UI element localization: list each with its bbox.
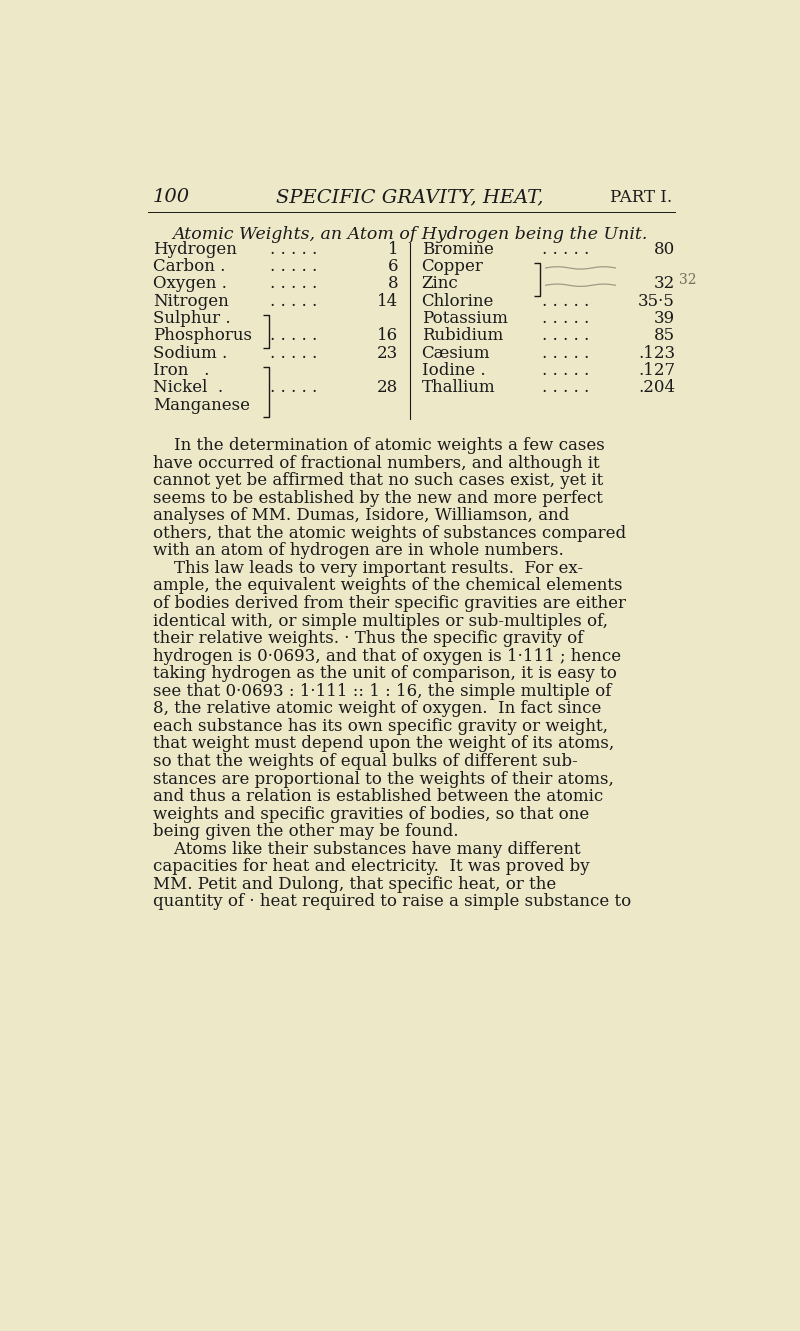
Text: . . . . .: . . . . . — [542, 327, 589, 345]
Text: Phosphorus: Phosphorus — [153, 327, 252, 345]
Text: SPECIFIC GRAVITY, HEAT,: SPECIFIC GRAVITY, HEAT, — [276, 188, 544, 206]
Text: 80: 80 — [654, 241, 675, 258]
Text: hydrogen is 0·0693, and that of oxygen is 1·111 ; hence: hydrogen is 0·0693, and that of oxygen i… — [153, 648, 621, 664]
Text: capacities for heat and electricity.  It was proved by: capacities for heat and electricity. It … — [153, 858, 590, 876]
Text: .204: .204 — [638, 379, 675, 397]
Text: identical with, or simple multiples or sub-multiples of,: identical with, or simple multiples or s… — [153, 612, 608, 630]
Text: . . . . .: . . . . . — [270, 293, 318, 310]
Text: 32: 32 — [679, 273, 697, 286]
Text: being given the other may be found.: being given the other may be found. — [153, 824, 458, 840]
Text: 8: 8 — [388, 276, 398, 293]
Text: . . . . .: . . . . . — [270, 345, 318, 362]
Text: of bodies derived from their specific gravities are either: of bodies derived from their specific gr… — [153, 595, 626, 612]
Text: 100: 100 — [153, 188, 190, 206]
Text: PART I.: PART I. — [610, 189, 672, 206]
Text: see that 0·0693 : 1·111 :: 1 : 16, the simple multiple of: see that 0·0693 : 1·111 :: 1 : 16, the s… — [153, 683, 611, 700]
Text: 8, the relative atomic weight of oxygen.  In fact since: 8, the relative atomic weight of oxygen.… — [153, 700, 601, 717]
Text: . . . . .: . . . . . — [270, 379, 318, 397]
Text: Potassium: Potassium — [422, 310, 507, 327]
Text: . . . . .: . . . . . — [542, 310, 589, 327]
Text: . . . . .: . . . . . — [542, 379, 589, 397]
Text: cannot yet be affirmed that no such cases exist, yet it: cannot yet be affirmed that no such case… — [153, 473, 603, 488]
Text: . . . . .: . . . . . — [542, 362, 589, 379]
Text: Sodium .: Sodium . — [153, 345, 227, 362]
Text: 1: 1 — [388, 241, 398, 258]
Text: Nickel  .: Nickel . — [153, 379, 223, 397]
Text: 16: 16 — [378, 327, 398, 345]
Text: 85: 85 — [654, 327, 675, 345]
Text: 32: 32 — [654, 276, 675, 293]
Text: 23: 23 — [377, 345, 398, 362]
Text: . . . . .: . . . . . — [542, 345, 589, 362]
Text: others, that the atomic weights of substances compared: others, that the atomic weights of subst… — [153, 524, 626, 542]
Text: Chlorine: Chlorine — [422, 293, 494, 310]
Text: weights and specific gravities of bodies, so that one: weights and specific gravities of bodies… — [153, 805, 589, 823]
Text: ample, the equivalent weights of the chemical elements: ample, the equivalent weights of the che… — [153, 578, 622, 595]
Text: Cæsium: Cæsium — [422, 345, 490, 362]
Text: that weight must depend upon the weight of its atoms,: that weight must depend upon the weight … — [153, 736, 614, 752]
Text: seems to be established by the new and more perfect: seems to be established by the new and m… — [153, 490, 602, 507]
Text: 28: 28 — [377, 379, 398, 397]
Text: In the determination of atomic weights a few cases: In the determination of atomic weights a… — [153, 437, 605, 454]
Text: Rubidium: Rubidium — [422, 327, 503, 345]
Text: Zinc: Zinc — [422, 276, 458, 293]
Text: This law leads to very important results.  For ex-: This law leads to very important results… — [153, 560, 583, 576]
Text: Atoms like their substances have many different: Atoms like their substances have many di… — [153, 841, 580, 857]
Text: 35·5: 35·5 — [638, 293, 675, 310]
Text: . . . . .: . . . . . — [270, 241, 318, 258]
Text: Hydrogen: Hydrogen — [153, 241, 237, 258]
Text: Thallium: Thallium — [422, 379, 495, 397]
Text: . . . . .: . . . . . — [542, 241, 589, 258]
Text: Copper: Copper — [422, 258, 483, 276]
Text: Iodine .: Iodine . — [422, 362, 486, 379]
Text: their relative weights. · Thus the specific gravity of: their relative weights. · Thus the speci… — [153, 630, 583, 647]
Text: Atomic Weights, an Atom of Hydrogen being the Unit.: Atomic Weights, an Atom of Hydrogen bein… — [172, 226, 648, 244]
Text: . . . . .: . . . . . — [270, 276, 318, 293]
Text: Sulphur .: Sulphur . — [153, 310, 230, 327]
Text: Iron   .: Iron . — [153, 362, 209, 379]
Text: with an atom of hydrogen are in whole numbers.: with an atom of hydrogen are in whole nu… — [153, 542, 563, 559]
Text: 39: 39 — [654, 310, 675, 327]
Text: .127: .127 — [638, 362, 675, 379]
Text: stances are proportional to the weights of their atoms,: stances are proportional to the weights … — [153, 771, 614, 788]
Text: analyses of MM. Dumas, Isidore, Williamson, and: analyses of MM. Dumas, Isidore, Williams… — [153, 507, 569, 524]
Text: quantity of · heat required to raise a simple substance to: quantity of · heat required to raise a s… — [153, 893, 631, 910]
Text: so that the weights of equal bulks of different sub-: so that the weights of equal bulks of di… — [153, 753, 578, 771]
Text: Nitrogen: Nitrogen — [153, 293, 229, 310]
Text: . . . . .: . . . . . — [270, 327, 318, 345]
Text: Carbon .: Carbon . — [153, 258, 225, 276]
Text: Bromine: Bromine — [422, 241, 494, 258]
Text: MM. Petit and Dulong, that specific heat, or the: MM. Petit and Dulong, that specific heat… — [153, 876, 556, 893]
Text: 14: 14 — [377, 293, 398, 310]
Text: Oxygen .: Oxygen . — [153, 276, 226, 293]
Text: and thus a relation is established between the atomic: and thus a relation is established betwe… — [153, 788, 603, 805]
Text: 6: 6 — [388, 258, 398, 276]
Text: . . . . .: . . . . . — [270, 258, 318, 276]
Text: each substance has its own specific gravity or weight,: each substance has its own specific grav… — [153, 717, 608, 735]
Text: Manganese: Manganese — [153, 397, 250, 414]
Text: taking hydrogen as the unit of comparison, it is easy to: taking hydrogen as the unit of compariso… — [153, 666, 617, 683]
Text: . . . . .: . . . . . — [542, 293, 589, 310]
Text: .123: .123 — [638, 345, 675, 362]
Text: have occurred of fractional numbers, and although it: have occurred of fractional numbers, and… — [153, 455, 599, 471]
